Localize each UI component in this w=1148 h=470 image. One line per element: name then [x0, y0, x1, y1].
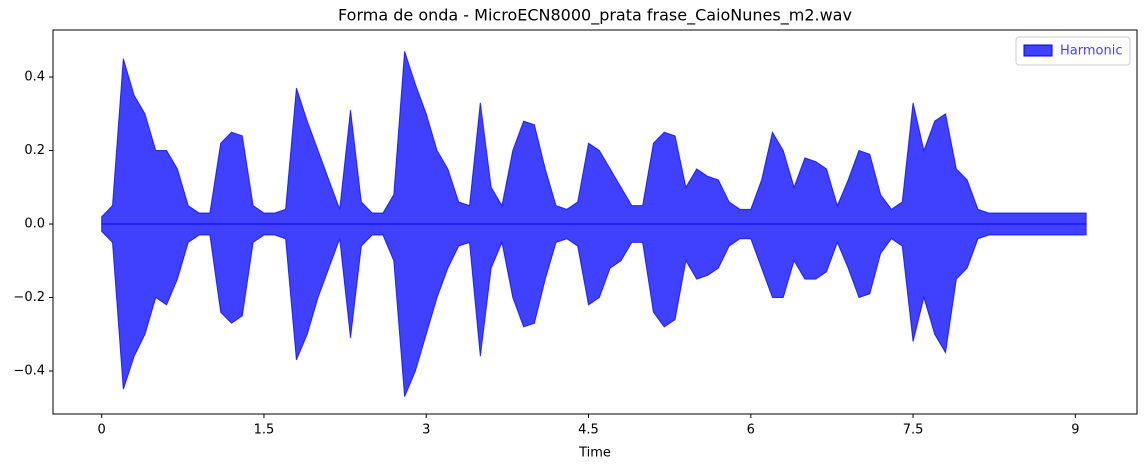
x-tick-label: 4.5: [578, 423, 599, 438]
y-tick-label: −0.4: [13, 364, 45, 379]
y-tick-label: 0.2: [24, 143, 45, 158]
x-tick-label: 6: [747, 423, 755, 438]
x-tick-label: 7.5: [903, 423, 924, 438]
plot-frame: [52, 29, 1138, 415]
y-tick-label: −0.2: [13, 290, 45, 305]
legend-swatch: [1023, 44, 1053, 57]
legend-box: [1015, 36, 1131, 66]
legend-label: Harmonic: [1060, 44, 1122, 59]
chart-title: Forma de onda - MicroECN8000_prata frase…: [338, 6, 852, 26]
x-axis-label: Time: [578, 446, 611, 461]
y-tick-label: 0.0: [24, 217, 45, 232]
x-tick-label: 0: [98, 423, 106, 438]
y-tick-label: 0.4: [24, 70, 45, 85]
waveform-area: [101, 51, 1087, 225]
x-tick-label: 1.5: [254, 423, 275, 438]
x-tick-label: 3: [422, 423, 430, 438]
waveform-area: [101, 223, 1087, 397]
x-tick-label: 9: [1071, 423, 1079, 438]
